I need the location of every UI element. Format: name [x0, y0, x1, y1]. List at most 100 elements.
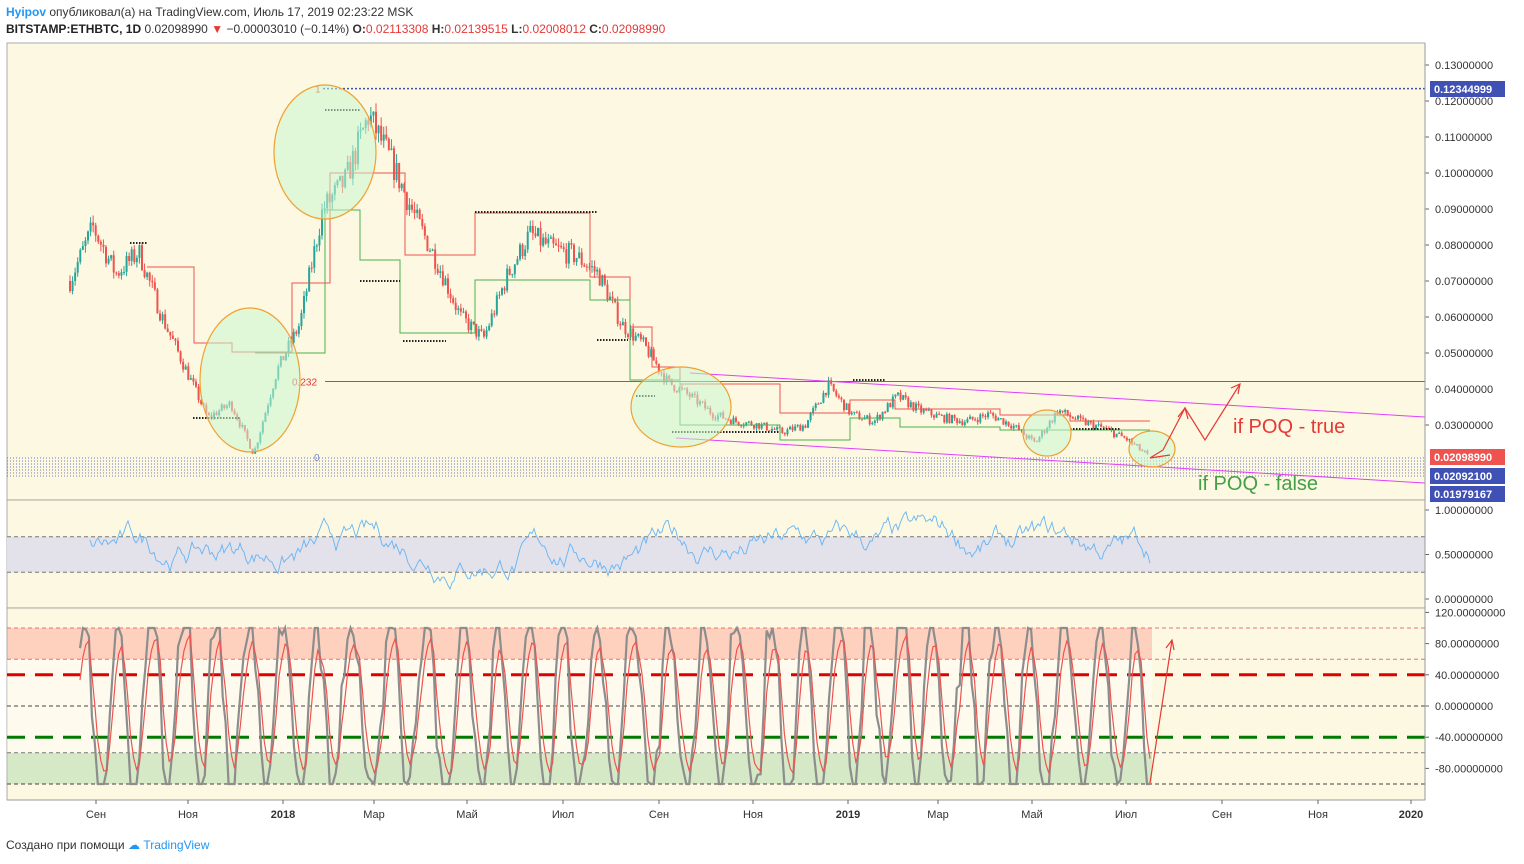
stochastic-axis-label: 0.00000000: [1435, 701, 1493, 713]
candle-body: [457, 308, 460, 310]
candle-body: [531, 225, 534, 234]
candle-body: [120, 272, 123, 276]
candle-body: [1064, 410, 1067, 413]
candle-body: [189, 378, 192, 380]
candle-body: [501, 288, 503, 295]
candle-body: [588, 266, 591, 268]
candle-body: [315, 245, 318, 247]
candle-body: [94, 225, 97, 236]
tradingview-logo-icon: ☁: [127, 838, 140, 852]
candle-body: [927, 409, 930, 411]
candle-body: [138, 245, 141, 258]
price-axis-label: 0.04000000: [1435, 384, 1493, 396]
candle-body: [400, 184, 403, 189]
candle-body: [161, 314, 164, 321]
time-axis-label: Май: [456, 809, 478, 821]
candle-body: [493, 313, 496, 315]
price-axis-label: 0.09000000: [1435, 204, 1493, 216]
candle-body: [508, 268, 511, 275]
candle-body: [979, 414, 982, 423]
candle-body: [830, 380, 833, 384]
annotation-poq-false: if POQ - false: [1198, 473, 1318, 495]
candle-body: [529, 225, 532, 232]
candle-body: [488, 325, 491, 331]
highlight-ellipse: [199, 307, 301, 453]
candle-body: [1007, 421, 1010, 426]
candle-body: [403, 184, 406, 193]
candle-body: [475, 323, 478, 337]
candle-body: [804, 425, 807, 428]
candle-body: [827, 380, 830, 396]
candle-body: [431, 249, 434, 251]
time-axis-label: Июл: [1115, 809, 1137, 821]
candle-body: [110, 255, 113, 259]
candle-body: [935, 413, 938, 418]
candle-body: [652, 349, 655, 361]
candle-body: [498, 294, 501, 296]
author-link[interactable]: Hyipov: [6, 5, 47, 19]
candle-body: [171, 335, 174, 339]
candle-body: [297, 326, 300, 334]
candle-body: [881, 411, 884, 420]
candle-body: [1087, 421, 1090, 426]
candle-body: [1010, 425, 1013, 429]
candle-body: [583, 264, 586, 267]
candle-body: [598, 269, 601, 286]
candle-body: [490, 313, 493, 326]
candle-body: [130, 249, 133, 262]
tradingview-link[interactable]: TradingView: [143, 838, 210, 852]
price-axis-badge: [1430, 449, 1505, 465]
candle-body: [141, 245, 143, 271]
candle-body: [853, 411, 856, 413]
candle-body: [843, 399, 845, 411]
candle-body: [884, 411, 887, 413]
candle-body: [459, 308, 462, 312]
candle-body: [809, 413, 812, 421]
candle-body: [807, 420, 809, 428]
candle-body: [313, 246, 316, 268]
candle-body: [1066, 410, 1069, 416]
candle-body: [519, 244, 521, 260]
candle-body: [449, 293, 452, 299]
candle-body: [513, 264, 516, 275]
candle-body: [292, 331, 295, 343]
symbol-label[interactable]: BITSTAMP:ETHBTC, 1D: [6, 22, 142, 36]
candle-body: [899, 392, 902, 400]
candle-body: [1115, 433, 1118, 438]
candle-body: [521, 244, 524, 257]
arrow-head: [1230, 382, 1241, 395]
candle-body: [495, 295, 498, 315]
candle-body: [948, 413, 951, 424]
stochastic-k-line: [78, 624, 1150, 787]
candle-body: [441, 271, 444, 286]
time-axis-label: Июл: [552, 809, 574, 821]
candle-body: [794, 426, 797, 431]
candle-body: [637, 333, 640, 336]
candle-body: [763, 422, 766, 425]
support-step-line: [255, 209, 1150, 441]
candle-body: [909, 402, 912, 408]
candle-body: [87, 231, 89, 241]
candle-body: [321, 209, 323, 236]
candle-body: [848, 403, 851, 415]
candle-body: [1074, 418, 1077, 420]
candle-body: [750, 421, 753, 426]
candle-body: [555, 243, 557, 246]
candle-body: [938, 413, 941, 415]
candle-body: [925, 409, 928, 411]
oscillator-axis-label: 0.00000000: [1435, 594, 1493, 606]
candle-body: [912, 402, 915, 411]
candle-body: [940, 414, 943, 416]
candle-body: [619, 323, 622, 326]
channel-upper-line: [689, 372, 1426, 418]
candle-body: [452, 298, 455, 303]
candle-body: [318, 235, 321, 246]
candle-body: [1002, 418, 1005, 425]
candle-body: [915, 403, 917, 411]
candle-body: [454, 302, 457, 310]
candle-body: [822, 392, 825, 403]
candle-body: [557, 245, 560, 247]
low-value: 0.02008012: [522, 22, 586, 36]
candle-body: [429, 250, 431, 252]
